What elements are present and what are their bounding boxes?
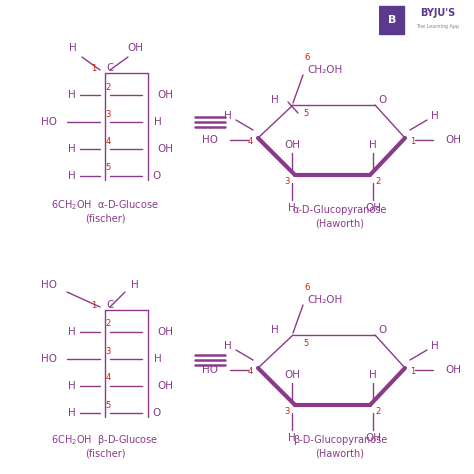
- Text: H: H: [431, 341, 439, 351]
- Text: OH: OH: [284, 370, 300, 380]
- Text: (Haworth): (Haworth): [316, 218, 365, 228]
- Text: B: B: [388, 15, 396, 25]
- Text: OH: OH: [445, 135, 461, 145]
- Text: 6CH$_2$OH  β-D-Glucose: 6CH$_2$OH β-D-Glucose: [51, 433, 159, 447]
- Text: H: H: [68, 408, 76, 418]
- Text: (fischer): (fischer): [85, 448, 125, 458]
- Text: H: H: [68, 381, 76, 391]
- Text: (Haworth): (Haworth): [316, 448, 365, 458]
- Text: O: O: [379, 95, 387, 105]
- Text: H: H: [68, 144, 76, 154]
- Text: H: H: [288, 203, 296, 213]
- Text: HO: HO: [41, 354, 57, 364]
- Text: 1: 1: [410, 137, 415, 146]
- Text: OH: OH: [365, 203, 381, 213]
- Bar: [379, 6, 404, 34]
- Text: 6: 6: [304, 283, 310, 292]
- Text: β-D-Glucopyranose: β-D-Glucopyranose: [293, 435, 387, 445]
- Text: CH₂OH: CH₂OH: [307, 65, 343, 75]
- Text: 3: 3: [105, 109, 111, 118]
- Text: BYJU'S: BYJU'S: [420, 9, 456, 18]
- Text: H: H: [431, 111, 439, 121]
- Text: 1: 1: [91, 64, 96, 73]
- Text: HO: HO: [202, 365, 218, 375]
- Text: 5: 5: [303, 338, 308, 347]
- Text: OH: OH: [127, 43, 143, 53]
- Text: H: H: [224, 341, 232, 351]
- Text: The Learning App: The Learning App: [416, 25, 459, 29]
- Text: HO: HO: [202, 135, 218, 145]
- Text: H: H: [271, 325, 279, 335]
- Text: H: H: [369, 370, 377, 380]
- Text: H: H: [271, 95, 279, 105]
- Text: (fischer): (fischer): [85, 213, 125, 223]
- Text: H: H: [288, 433, 296, 443]
- Text: 3: 3: [105, 346, 111, 356]
- Text: H: H: [68, 327, 76, 337]
- Text: 3: 3: [284, 407, 290, 416]
- Text: 4: 4: [105, 374, 110, 383]
- Text: OH: OH: [157, 381, 173, 391]
- Text: H: H: [154, 354, 162, 364]
- Text: OH: OH: [157, 90, 173, 100]
- Text: HO: HO: [41, 280, 57, 290]
- Text: O: O: [152, 408, 160, 418]
- Text: C: C: [106, 300, 113, 310]
- Text: OH: OH: [157, 327, 173, 337]
- Text: 5: 5: [105, 401, 110, 410]
- Text: H: H: [154, 117, 162, 127]
- Text: H: H: [369, 140, 377, 150]
- Text: OH: OH: [157, 144, 173, 154]
- Text: H: H: [69, 43, 77, 53]
- Text: 4: 4: [248, 366, 253, 375]
- Text: α-D-Glucopyranose: α-D-Glucopyranose: [293, 205, 387, 215]
- Text: 2: 2: [105, 319, 110, 328]
- Text: C: C: [106, 63, 113, 73]
- Text: 1: 1: [410, 366, 415, 375]
- Text: H: H: [68, 171, 76, 181]
- Text: 2: 2: [105, 82, 110, 91]
- Text: 2: 2: [375, 407, 380, 416]
- Text: 6: 6: [304, 53, 310, 62]
- Text: OH: OH: [365, 433, 381, 443]
- Text: H: H: [68, 90, 76, 100]
- Text: 4: 4: [248, 137, 253, 146]
- Text: 5: 5: [105, 164, 110, 173]
- Text: OH: OH: [445, 365, 461, 375]
- Text: 3: 3: [284, 176, 290, 185]
- Text: CH₂OH: CH₂OH: [307, 295, 343, 305]
- Text: OH: OH: [284, 140, 300, 150]
- Text: H: H: [224, 111, 232, 121]
- Text: O: O: [379, 325, 387, 335]
- Text: 2: 2: [375, 176, 380, 185]
- Text: O: O: [152, 171, 160, 181]
- Text: 4: 4: [105, 137, 110, 146]
- Text: 6CH$_2$OH  α-D-Glucose: 6CH$_2$OH α-D-Glucose: [51, 198, 159, 212]
- Text: 5: 5: [303, 109, 308, 118]
- Text: 1: 1: [91, 301, 96, 310]
- Text: H: H: [131, 280, 139, 290]
- Text: HO: HO: [41, 117, 57, 127]
